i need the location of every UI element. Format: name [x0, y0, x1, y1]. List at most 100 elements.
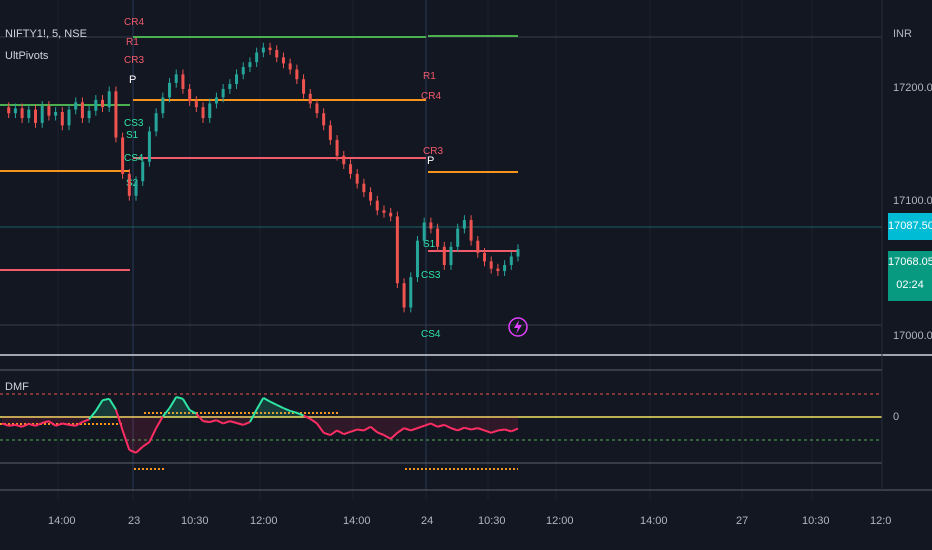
pivot-label-cr4-b: CR4 [421, 91, 441, 102]
dmf-fill [337, 416, 344, 435]
price-candle [422, 222, 426, 241]
price-candle [308, 93, 312, 104]
dmf-segment [410, 427, 418, 432]
dmf-segment [430, 422, 439, 428]
price-candle [489, 261, 493, 269]
current-price-badge: 17068.05 [888, 251, 932, 271]
price-candle [67, 109, 71, 126]
price-candle [147, 131, 151, 162]
dmf-segment [41, 420, 50, 424]
dmf-segment [121, 430, 131, 451]
price-candle [476, 240, 480, 253]
dmf-fill [491, 416, 498, 433]
dmf-segment [329, 429, 338, 436]
dmf-fill [263, 397, 271, 417]
price-candle [328, 125, 332, 140]
dmf-segment [1, 422, 10, 427]
dmf-segment [175, 396, 184, 400]
price-candle [395, 216, 399, 284]
price-candle [275, 50, 279, 58]
price-candle [194, 101, 198, 108]
price-candle [161, 97, 165, 114]
price-candle [94, 99, 98, 111]
price-series [7, 42, 520, 313]
dmf-fill [129, 416, 137, 453]
price-candle [34, 109, 38, 123]
dmf-segment [289, 409, 298, 414]
dmf-fill [471, 416, 478, 430]
price-candle [402, 283, 406, 308]
dmf-segment [222, 420, 231, 425]
price-candle [355, 173, 359, 184]
time-tick: 10:30 [478, 515, 506, 527]
dmf-fill [437, 416, 445, 427]
session-breaks [132, 0, 427, 490]
price-candle [80, 102, 84, 119]
dmf-fill [283, 408, 291, 417]
dmf-segment [55, 422, 63, 427]
time-tick: 14:00 [48, 515, 76, 527]
dmf-fill [62, 416, 70, 425]
dmf-segment [497, 428, 505, 432]
price-candle [462, 220, 466, 229]
dmf-fill [142, 416, 150, 447]
dmf-segment [242, 421, 251, 426]
price-tick-17200: 17200.00 [893, 82, 932, 94]
pivot-label-p: P [129, 74, 136, 86]
price-candle [40, 105, 44, 123]
price-candle [235, 74, 239, 85]
price-candle [503, 265, 507, 272]
dmf-fill [8, 416, 16, 426]
dmf-segment [443, 423, 452, 430]
indicator-title[interactable]: UltPivots [5, 50, 49, 62]
price-candle [261, 47, 265, 53]
oscillator-title[interactable]: DMF [5, 381, 29, 393]
price-candle [107, 91, 111, 108]
dmf-fill [504, 416, 512, 432]
dmf-segment [62, 422, 70, 426]
price-candle [509, 256, 513, 265]
price-tick-17000: 17000.00 [893, 330, 932, 342]
price-candle [315, 103, 319, 114]
lightning-icon[interactable] [508, 317, 528, 337]
dmf-fill [69, 416, 76, 426]
dmf-segment [350, 428, 358, 433]
dmf-fill [383, 416, 391, 439]
dmf-fill [149, 416, 157, 443]
pivot-label-s2: S2 [126, 178, 139, 189]
price-candle [302, 79, 306, 94]
dmf-fill [75, 416, 83, 426]
last-price-badge: 17087.50 [888, 213, 932, 240]
dmf-fill [176, 396, 183, 417]
dmf-segment [336, 429, 345, 436]
dmf-segment [323, 431, 331, 437]
price-candle [221, 88, 225, 98]
dmf-segment [128, 449, 137, 454]
dmf-segment [477, 427, 485, 432]
dmf-segment [229, 420, 237, 424]
dmf-segment [369, 425, 378, 434]
dmf-segment [168, 396, 178, 409]
dmf-fill [457, 416, 465, 431]
symbol-title[interactable]: NIFTY1!, 5, NSE [5, 28, 87, 40]
currency-label: INR [893, 28, 912, 40]
dmf-fill [343, 416, 351, 435]
dmf-segment [142, 441, 150, 448]
dmf-fill [410, 416, 418, 431]
time-tick: 14:00 [343, 515, 371, 527]
time-tick: 14:00 [640, 515, 668, 527]
price-candle [456, 228, 460, 247]
price-candle [13, 108, 17, 114]
price-candle [188, 88, 192, 102]
price-tick-17100: 17100.00 [893, 195, 932, 207]
price-candle [348, 164, 352, 174]
pivot-label-cs4: CS4 [124, 153, 144, 164]
dmf-fill [169, 396, 177, 417]
pivot-label-cs3-b: CS3 [421, 270, 441, 281]
pivot-label-s1-b: S1 [423, 239, 436, 250]
dmf-segment [296, 411, 304, 417]
price-candle [409, 277, 413, 308]
pivot-label-cs4-b: CS4 [421, 329, 441, 340]
price-candle [87, 110, 91, 119]
